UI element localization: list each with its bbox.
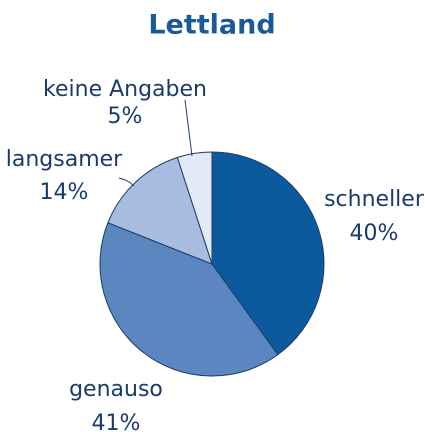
slice-label: genauso — [69, 377, 163, 402]
slice-value-label: 14% — [40, 180, 89, 205]
slice-value-label: 5% — [108, 104, 143, 129]
leader-line — [118, 177, 135, 187]
slice-label: schneller — [324, 187, 425, 212]
slice-value-label: 40% — [350, 221, 399, 246]
slice-label: keine Angaben — [43, 77, 207, 102]
chart-title: Lettland — [148, 10, 275, 41]
pie-slice — [176, 151, 213, 265]
slice-label: langsamer — [6, 147, 123, 172]
pie-slice — [211, 151, 325, 356]
slice-value-label: 41% — [92, 411, 141, 432]
leader-line — [184, 99, 193, 157]
pie — [99, 151, 325, 377]
pie-slice — [99, 222, 279, 377]
